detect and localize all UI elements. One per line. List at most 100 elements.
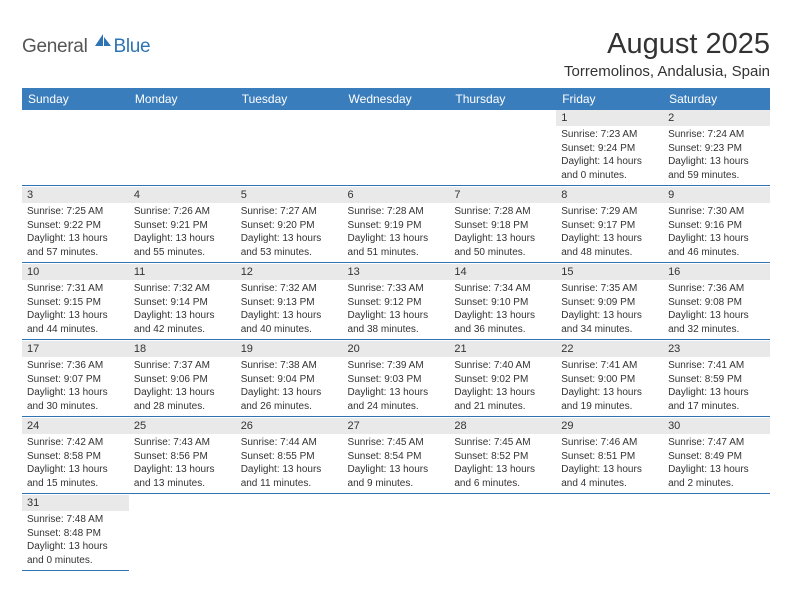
sunset-text: Sunset: 9:13 PM [241, 296, 338, 310]
day-details: Sunrise: 7:26 AMSunset: 9:21 PMDaylight:… [129, 203, 236, 263]
daylight-text-2: and 57 minutes. [27, 246, 124, 260]
day-details [129, 126, 236, 186]
sunset-text: Sunset: 8:51 PM [561, 450, 658, 464]
daylight-text-1: Daylight: 13 hours [561, 309, 658, 323]
daylight-text-1: Daylight: 13 hours [241, 386, 338, 400]
sunset-text: Sunset: 9:04 PM [241, 373, 338, 387]
day-number: 28 [449, 418, 556, 434]
daylight-text-1: Daylight: 13 hours [454, 386, 551, 400]
sunset-text: Sunset: 9:17 PM [561, 219, 658, 233]
sunrise-text: Sunrise: 7:28 AM [348, 205, 445, 219]
week-row: 24Sunrise: 7:42 AMSunset: 8:58 PMDayligh… [22, 418, 770, 495]
sunrise-text: Sunrise: 7:30 AM [668, 205, 765, 219]
week-row: 3Sunrise: 7:25 AMSunset: 9:22 PMDaylight… [22, 187, 770, 264]
daylight-text-2: and 6 minutes. [454, 477, 551, 491]
daylight-text-1: Daylight: 13 hours [454, 463, 551, 477]
day-details: Sunrise: 7:32 AMSunset: 9:13 PMDaylight:… [236, 280, 343, 340]
day-details: Sunrise: 7:47 AMSunset: 8:49 PMDaylight:… [663, 434, 770, 494]
day-number: 12 [236, 264, 343, 280]
page-header: General Blue August 2025 Torremolinos, A… [22, 28, 770, 80]
day-details [449, 126, 556, 186]
day-number: 27 [343, 418, 450, 434]
sunrise-text: Sunrise: 7:32 AM [134, 282, 231, 296]
daylight-text-1: Daylight: 13 hours [241, 463, 338, 477]
month-title: August 2025 [564, 28, 770, 61]
day-cell: 27Sunrise: 7:45 AMSunset: 8:54 PMDayligh… [343, 418, 450, 495]
day-number: 13 [343, 264, 450, 280]
day-details: Sunrise: 7:27 AMSunset: 9:20 PMDaylight:… [236, 203, 343, 263]
daylight-text-1: Daylight: 13 hours [348, 463, 445, 477]
day-details: Sunrise: 7:25 AMSunset: 9:22 PMDaylight:… [22, 203, 129, 263]
daylight-text-2: and 36 minutes. [454, 323, 551, 337]
sunrise-text: Sunrise: 7:36 AM [668, 282, 765, 296]
sunset-text: Sunset: 8:54 PM [348, 450, 445, 464]
weekday-header: Wednesday [343, 88, 450, 110]
sunset-text: Sunset: 9:09 PM [561, 296, 658, 310]
weekday-header: Sunday [22, 88, 129, 110]
day-cell [129, 110, 236, 187]
sunrise-text: Sunrise: 7:37 AM [134, 359, 231, 373]
logo-text-blue: Blue [114, 36, 151, 58]
day-cell: 8Sunrise: 7:29 AMSunset: 9:17 PMDaylight… [556, 187, 663, 264]
day-number: 20 [343, 341, 450, 357]
day-number [22, 110, 129, 126]
day-details [236, 126, 343, 186]
day-number: 11 [129, 264, 236, 280]
day-details: Sunrise: 7:41 AMSunset: 8:59 PMDaylight:… [663, 357, 770, 417]
day-details: Sunrise: 7:28 AMSunset: 9:18 PMDaylight:… [449, 203, 556, 263]
day-details: Sunrise: 7:31 AMSunset: 9:15 PMDaylight:… [22, 280, 129, 340]
day-number [129, 110, 236, 126]
sunset-text: Sunset: 9:12 PM [348, 296, 445, 310]
daylight-text-2: and 59 minutes. [668, 169, 765, 183]
day-number: 15 [556, 264, 663, 280]
day-cell: 31Sunrise: 7:48 AMSunset: 8:48 PMDayligh… [22, 495, 129, 572]
daylight-text-2: and 32 minutes. [668, 323, 765, 337]
daylight-text-2: and 50 minutes. [454, 246, 551, 260]
day-details: Sunrise: 7:28 AMSunset: 9:19 PMDaylight:… [343, 203, 450, 263]
sunrise-text: Sunrise: 7:34 AM [454, 282, 551, 296]
location: Torremolinos, Andalusia, Spain [564, 63, 770, 80]
day-details: Sunrise: 7:29 AMSunset: 9:17 PMDaylight:… [556, 203, 663, 263]
sunset-text: Sunset: 9:07 PM [27, 373, 124, 387]
daylight-text-1: Daylight: 13 hours [134, 309, 231, 323]
day-number: 8 [556, 187, 663, 203]
day-details: Sunrise: 7:35 AMSunset: 9:09 PMDaylight:… [556, 280, 663, 340]
day-details [22, 126, 129, 186]
week-row: 1Sunrise: 7:23 AMSunset: 9:24 PMDaylight… [22, 110, 770, 187]
day-cell: 30Sunrise: 7:47 AMSunset: 8:49 PMDayligh… [663, 418, 770, 495]
sunset-text: Sunset: 9:14 PM [134, 296, 231, 310]
sunrise-text: Sunrise: 7:33 AM [348, 282, 445, 296]
day-cell [129, 495, 236, 572]
sunset-text: Sunset: 8:52 PM [454, 450, 551, 464]
daylight-text-2: and 42 minutes. [134, 323, 231, 337]
day-cell: 20Sunrise: 7:39 AMSunset: 9:03 PMDayligh… [343, 341, 450, 418]
daylight-text-2: and 26 minutes. [241, 400, 338, 414]
title-block: August 2025 Torremolinos, Andalusia, Spa… [564, 28, 770, 80]
day-details: Sunrise: 7:42 AMSunset: 8:58 PMDaylight:… [22, 434, 129, 494]
day-cell: 6Sunrise: 7:28 AMSunset: 9:19 PMDaylight… [343, 187, 450, 264]
sunrise-text: Sunrise: 7:44 AM [241, 436, 338, 450]
weekday-header: Saturday [663, 88, 770, 110]
day-cell: 22Sunrise: 7:41 AMSunset: 9:00 PMDayligh… [556, 341, 663, 418]
day-cell: 15Sunrise: 7:35 AMSunset: 9:09 PMDayligh… [556, 264, 663, 341]
daylight-text-1: Daylight: 13 hours [668, 309, 765, 323]
daylight-text-1: Daylight: 13 hours [27, 463, 124, 477]
day-number: 18 [129, 341, 236, 357]
day-cell: 29Sunrise: 7:46 AMSunset: 8:51 PMDayligh… [556, 418, 663, 495]
sunset-text: Sunset: 9:03 PM [348, 373, 445, 387]
day-number [449, 110, 556, 126]
calendar-table: Sunday Monday Tuesday Wednesday Thursday… [22, 88, 770, 572]
sunrise-text: Sunrise: 7:29 AM [561, 205, 658, 219]
sunset-text: Sunset: 9:23 PM [668, 142, 765, 156]
sunset-text: Sunset: 8:49 PM [668, 450, 765, 464]
sunset-text: Sunset: 8:56 PM [134, 450, 231, 464]
sunset-text: Sunset: 9:16 PM [668, 219, 765, 233]
day-cell: 4Sunrise: 7:26 AMSunset: 9:21 PMDaylight… [129, 187, 236, 264]
day-cell: 2Sunrise: 7:24 AMSunset: 9:23 PMDaylight… [663, 110, 770, 187]
day-number: 3 [22, 187, 129, 203]
sunset-text: Sunset: 9:24 PM [561, 142, 658, 156]
weekday-header: Monday [129, 88, 236, 110]
sunset-text: Sunset: 9:06 PM [134, 373, 231, 387]
sunrise-text: Sunrise: 7:23 AM [561, 128, 658, 142]
daylight-text-2: and 28 minutes. [134, 400, 231, 414]
